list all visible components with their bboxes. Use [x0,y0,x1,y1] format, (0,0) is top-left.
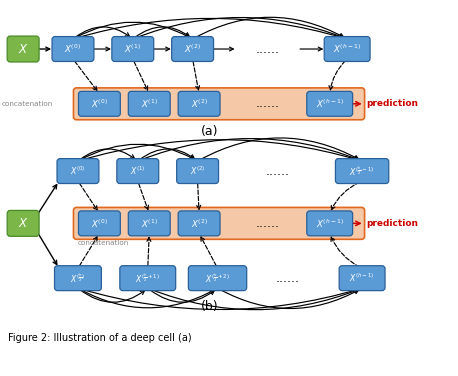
FancyBboxPatch shape [78,211,120,236]
FancyBboxPatch shape [172,36,213,61]
FancyBboxPatch shape [178,91,220,116]
Text: $X^{(1)}$: $X^{(1)}$ [130,165,146,177]
Text: concatenation: concatenation [2,101,53,107]
FancyBboxPatch shape [73,208,365,239]
Text: $X^{(h-1)}$: $X^{(h-1)}$ [349,272,375,284]
FancyBboxPatch shape [324,36,370,61]
Text: $X^{(0)}$: $X^{(0)}$ [70,165,86,177]
Text: concatenation: concatenation [78,240,129,246]
Text: $X^{(h-1)}$: $X^{(h-1)}$ [316,217,344,230]
FancyBboxPatch shape [128,211,170,236]
FancyBboxPatch shape [117,159,159,183]
Text: (b): (b) [201,300,219,313]
Text: $X^{(1)}$: $X^{(1)}$ [141,98,158,110]
FancyBboxPatch shape [128,91,170,116]
Text: $X^{(0)}$: $X^{(0)}$ [65,43,82,55]
Text: $X^{(2)}$: $X^{(2)}$ [190,165,205,177]
Text: $X^{(\frac{h}{2}+2)}$: $X^{(\frac{h}{2}+2)}$ [205,271,230,285]
Text: $X^{(h-1)}$: $X^{(h-1)}$ [333,43,361,55]
FancyBboxPatch shape [7,211,39,237]
FancyBboxPatch shape [73,88,365,120]
Text: $X^{(h-1)}$: $X^{(h-1)}$ [316,98,344,110]
FancyBboxPatch shape [52,36,94,61]
Text: $X$: $X$ [18,217,28,230]
Text: $X$: $X$ [18,42,28,56]
FancyBboxPatch shape [55,266,101,291]
Text: ......: ...... [256,42,279,56]
Text: ......: ...... [256,97,279,110]
FancyBboxPatch shape [339,266,385,291]
FancyBboxPatch shape [78,91,120,116]
FancyBboxPatch shape [178,211,220,236]
Text: (a): (a) [202,125,219,138]
FancyBboxPatch shape [7,36,39,62]
FancyBboxPatch shape [177,159,218,183]
Text: $X^{(0)}$: $X^{(0)}$ [91,217,108,230]
Text: $X^{(2)}$: $X^{(2)}$ [191,98,207,110]
Text: $X^{(1)}$: $X^{(1)}$ [124,43,141,55]
Text: ......: ...... [265,165,289,177]
Text: $X^{(\frac{h}{2}+1)}$: $X^{(\frac{h}{2}+1)}$ [135,271,160,285]
Text: $X^{(\frac{h}{2})}$: $X^{(\frac{h}{2})}$ [71,271,86,285]
Text: prediction: prediction [366,99,418,108]
Text: ......: ...... [275,272,300,285]
Text: Figure 2: Illustration of a deep cell (a): Figure 2: Illustration of a deep cell (a… [8,333,192,343]
FancyBboxPatch shape [120,266,176,291]
Text: ......: ...... [256,217,279,230]
FancyBboxPatch shape [307,91,353,116]
FancyBboxPatch shape [335,159,389,183]
FancyBboxPatch shape [57,159,99,183]
FancyBboxPatch shape [188,266,247,291]
Text: $X^{(\frac{h}{2}-1)}$: $X^{(\frac{h}{2}-1)}$ [349,164,375,178]
Text: $X^{(1)}$: $X^{(1)}$ [141,217,158,230]
Text: $X^{(2)}$: $X^{(2)}$ [184,43,201,55]
Text: $X^{(0)}$: $X^{(0)}$ [91,98,108,110]
Text: $X^{(2)}$: $X^{(2)}$ [191,217,207,230]
FancyBboxPatch shape [307,211,353,236]
FancyBboxPatch shape [112,36,154,61]
Text: prediction: prediction [366,219,418,228]
